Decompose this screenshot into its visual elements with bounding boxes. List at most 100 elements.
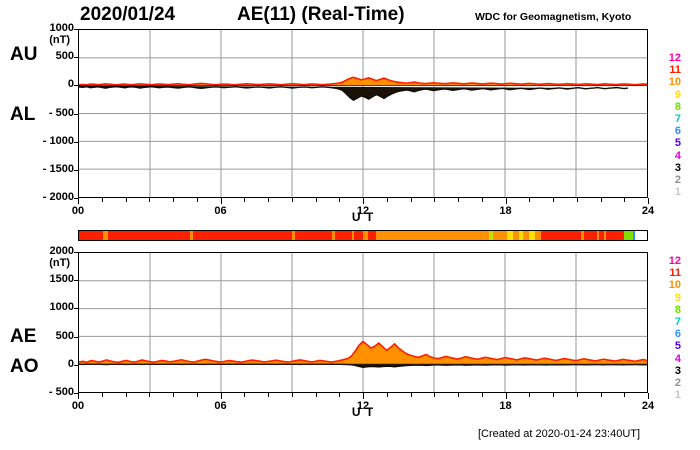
created-timestamp: [Created at 2020-01-24 23:40UT] [478,428,641,440]
series-label-ae: AE [10,325,37,347]
y-tick-mark [74,29,78,30]
y-tick-label: 1000 [49,301,74,314]
colorbar-segment [519,231,524,240]
legend-entry-4: 4 [674,352,681,365]
series-label-al: AL [10,103,36,125]
colorbar-segment [368,231,376,240]
bottom-x-axis-title: U T [351,405,375,419]
x-tick-mark [576,198,578,202]
colorbar-segment [528,231,535,240]
colorbar-segment [581,231,585,240]
legend-entry-6: 6 [674,125,681,138]
x-tick-label: 06 [214,205,227,217]
x-tick-mark [600,198,602,202]
x-tick-mark [244,198,246,202]
x-tick-mark [576,393,578,397]
x-tick-mark [268,198,269,202]
x-tick-mark [624,393,626,397]
colorbar-segment [493,231,507,240]
y-axis-unit: (nT) [49,34,70,46]
x-tick-mark [78,393,79,399]
x-tick-mark [196,198,198,202]
y-axis-unit: (nT) [49,257,70,269]
x-tick-mark [101,198,103,202]
y-tick-label: - 2000 [42,191,74,203]
colorbar-segment [534,231,542,240]
x-tick-label: 06 [214,400,227,412]
y-tick-mark [74,113,78,115]
x-tick-mark [624,198,626,202]
legend-entry-9: 9 [674,291,681,304]
colorbar-segment [633,231,636,240]
y-tick-label: 1500 [49,273,74,286]
x-tick-mark [553,393,554,397]
x-tick-mark [410,198,412,202]
x-tick-mark [339,393,341,397]
legend-entry-8: 8 [674,100,681,113]
x-tick-label: 18 [499,205,512,217]
y-tick-label: - 1500 [42,162,74,175]
legend-entry-10: 10 [668,76,681,89]
x-tick-mark [505,198,507,204]
x-tick-mark [529,393,531,397]
colorbar-segment [102,231,108,240]
x-tick-mark [173,393,174,397]
x-tick-mark [149,393,151,397]
x-tick-label: 00 [71,205,85,217]
y-tick-mark [74,280,78,282]
series-label-au: AU [10,44,38,66]
legend-entry-12: 12 [668,52,681,64]
colorbar-segment [489,231,494,240]
legend-entry-2: 2 [674,174,681,186]
x-tick-mark [600,393,602,397]
legend-entry-4: 4 [674,149,681,162]
x-tick-mark [434,198,436,202]
x-tick-mark [553,198,554,202]
legend-entry-9: 9 [674,88,681,101]
y-tick-label: - 500 [48,106,74,119]
x-tick-mark [339,198,341,202]
legend-entry-5: 5 [674,137,681,150]
colorbar-segment [192,231,293,240]
x-tick-mark [363,393,364,399]
x-tick-mark [125,393,127,397]
x-tick-mark [220,393,222,399]
y-tick-mark [74,198,78,199]
colorbar-segment [375,231,490,240]
colorbar-segment [332,231,336,240]
x-tick-mark [363,198,364,204]
legend-entry-10: 10 [668,279,681,292]
x-tick-mark [386,393,388,397]
x-tick-label: 12 [356,400,370,412]
legend-entry-8: 8 [674,303,681,316]
colorbar-segment [335,231,353,240]
au-al-plot-svg [79,30,647,197]
x-tick-mark [268,393,269,397]
legend-entry-7: 7 [674,316,681,328]
colorbar-segment [107,231,191,240]
y-tick-label: 500 [55,329,74,342]
x-tick-mark [386,198,388,202]
x-tick-mark [315,198,317,202]
y-tick-mark [74,252,78,253]
colorbar-segment [523,231,529,240]
x-tick-mark [458,393,459,397]
x-tick-mark [648,393,649,399]
colorbar-segment [635,231,647,240]
colorbar-segment [512,231,520,240]
legend-entry-3: 3 [674,364,681,377]
series-label-ao: AO [10,356,39,378]
x-tick-label: 18 [499,400,512,412]
legend-entry-11: 11 [669,267,681,280]
colorbar-segment [295,231,333,240]
y-tick-mark [74,336,78,338]
legend-entry-3: 3 [674,161,681,174]
y-tick-label: - 1000 [42,134,74,147]
legend-entry-1: 1 [674,186,681,199]
x-tick-mark [458,198,459,202]
colorbar-segment [352,231,355,240]
x-tick-mark [291,393,293,397]
y-tick-mark [74,141,78,143]
y-tick-label: - 500 [48,386,74,398]
